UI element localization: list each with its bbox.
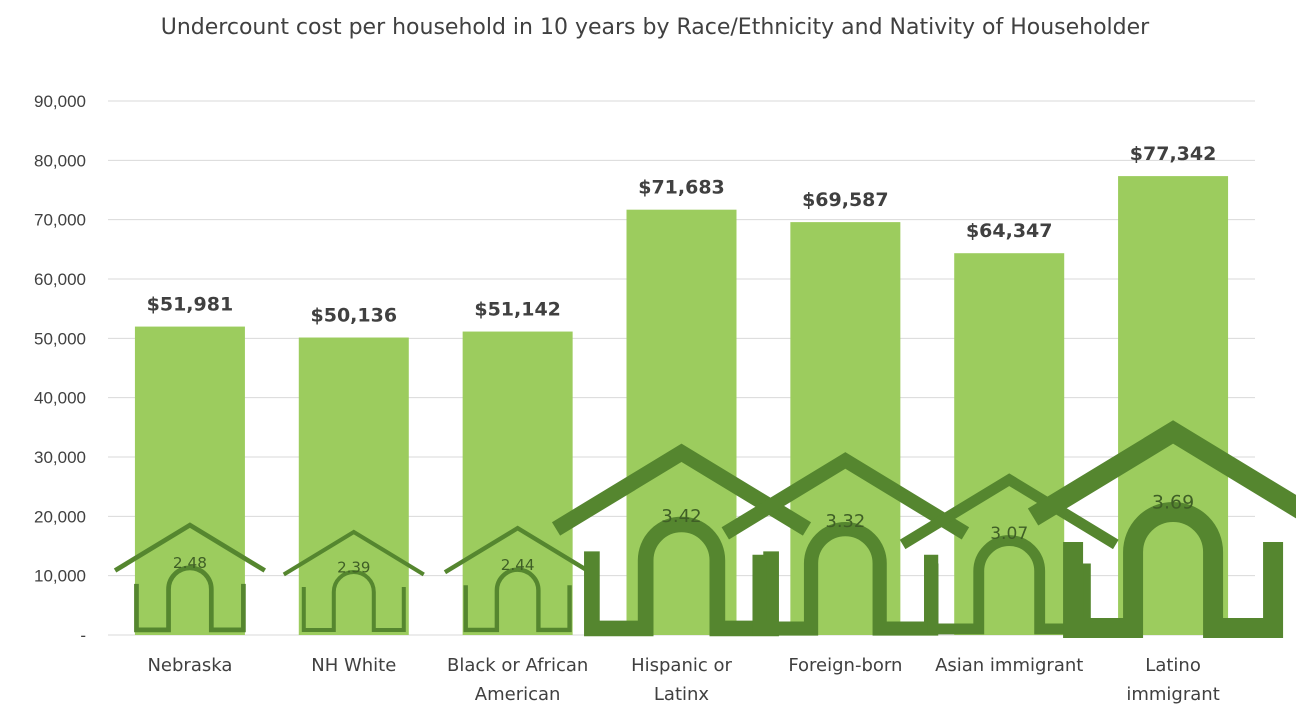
house-value-label: 2.48	[173, 554, 207, 572]
house-icon	[899, 473, 1119, 635]
house-walls	[927, 535, 1091, 635]
house-icon	[443, 525, 592, 633]
house-icon	[282, 529, 425, 632]
x-tick-label: Asian immigrant	[935, 655, 1083, 676]
x-tick-label: Latinx	[654, 684, 710, 705]
x-tick-label: NH White	[311, 655, 396, 676]
value-label: $64,347	[966, 220, 1053, 242]
bar	[298, 337, 409, 635]
y-tick-label: -	[80, 626, 86, 645]
x-tick-label: American	[475, 684, 561, 705]
house-walls	[752, 522, 939, 636]
value-label: $50,136	[311, 305, 398, 327]
house-icon	[113, 522, 266, 633]
chart-title: Undercount cost per household in 10 year…	[161, 15, 1150, 40]
x-tick-label: Latino	[1145, 655, 1201, 676]
y-tick-label: 30,000	[34, 448, 86, 467]
house-value-label: 3.32	[825, 511, 865, 532]
x-tick-label: Foreign-born	[788, 655, 902, 676]
house-walls	[301, 570, 406, 632]
house-roof	[1027, 420, 1296, 526]
y-tick-label: 80,000	[34, 151, 86, 170]
house-icon	[1027, 420, 1296, 638]
y-tick-label: 20,000	[34, 507, 86, 526]
y-tick-label: 70,000	[34, 211, 86, 230]
value-label: $51,142	[474, 299, 561, 321]
house-value-label: 3.42	[661, 506, 701, 527]
x-axis: Nebraska NH White Black or African American…	[147, 655, 1219, 705]
y-tick-label: 90,000	[34, 92, 86, 111]
house-roof	[443, 525, 592, 575]
house-roof	[113, 522, 266, 573]
value-labels: $51,981 $50,136 $51,142 $71,683 $69,587 $64,3…	[147, 143, 1217, 326]
x-tick-label: Black or African	[447, 655, 588, 676]
house-walls	[134, 565, 246, 633]
house-value-label: 2.39	[337, 558, 370, 576]
bar	[462, 331, 573, 635]
y-tick-label: 10,000	[34, 567, 86, 586]
y-tick-label: 60,000	[34, 270, 86, 289]
x-tick-label: immigrant	[1126, 684, 1219, 705]
y-tick-label: 50,000	[34, 329, 86, 348]
y-tick-label: 40,000	[34, 389, 86, 408]
value-label: $71,683	[638, 177, 725, 199]
house-walls	[1063, 502, 1284, 638]
house-icons: 2.48 2.39 2.44 3.42 3.32 3.07 3.69	[113, 420, 1296, 638]
house-walls	[463, 567, 572, 633]
value-label: $77,342	[1130, 143, 1217, 165]
house-roof	[721, 452, 970, 540]
house-roof	[282, 529, 425, 577]
value-label: $51,981	[147, 294, 234, 316]
house-walls	[584, 516, 779, 637]
house-icon	[721, 452, 970, 636]
house-roof	[899, 473, 1119, 550]
house-value-label: 2.44	[501, 556, 535, 574]
y-axis: - 10,000 20,000 30,000 40,000 50,000 60,000 70,…	[34, 92, 86, 645]
value-label: $69,587	[802, 189, 889, 211]
bar	[954, 253, 1065, 635]
x-tick-label: Nebraska	[147, 655, 232, 676]
bar	[134, 326, 245, 635]
house-value-label: 3.69	[1152, 492, 1194, 514]
x-tick-label: Hispanic or	[631, 655, 732, 676]
house-value-label: 3.07	[990, 524, 1028, 544]
